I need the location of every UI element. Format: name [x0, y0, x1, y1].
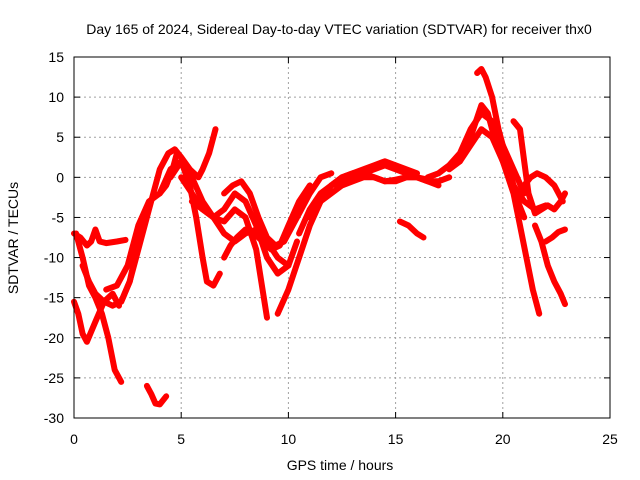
x-tick-label: 25 — [602, 431, 618, 447]
y-tick-label: 10 — [48, 89, 64, 105]
plot-frame — [73, 56, 611, 419]
series-arc-11 — [188, 190, 300, 277]
series-arc-02 — [71, 290, 122, 345]
x-tick-label: 20 — [495, 431, 511, 447]
series-arc-17 — [328, 170, 442, 189]
x-tick-label: 10 — [281, 431, 297, 447]
x-tick-label: 5 — [177, 431, 185, 447]
y-tick-label: -20 — [44, 330, 64, 346]
y-tick-label: 5 — [56, 129, 64, 145]
series-arc-01 — [71, 226, 129, 249]
series-arc-23 — [510, 118, 568, 217]
series-arc-18 — [396, 218, 427, 241]
data-series — [71, 66, 568, 408]
series-arc-06 — [143, 382, 170, 408]
y-tick-label: -25 — [44, 370, 64, 386]
series-arc-22 — [474, 66, 528, 221]
y-axis-label: SDTVAR / TECUs — [5, 182, 21, 294]
x-axis-label: GPS time / hours — [287, 457, 394, 473]
chart-title: Day 165 of 2024, Sidereal Day-to-day VTE… — [86, 21, 592, 37]
series-arc-24 — [521, 170, 566, 205]
series-arc-13 — [221, 170, 335, 249]
series-arc-21 — [456, 126, 543, 317]
series-arc-12 — [221, 182, 313, 261]
axis-ticks: 0 5 10 15 20 25 -30 -25 -20 -15 -10 -5 0 5 10 15 — [44, 49, 618, 447]
series-arc-15 — [296, 158, 420, 237]
x-tick-label: 0 — [70, 431, 78, 447]
y-tick-label: -10 — [44, 250, 64, 266]
y-tick-label: -30 — [44, 410, 64, 426]
series-arc-26 — [542, 226, 568, 245]
series-arc-14 — [274, 162, 431, 317]
y-tick-label: 0 — [56, 169, 64, 185]
series-arc-25 — [532, 222, 568, 308]
series-arc-07 — [118, 126, 219, 305]
grid-lines — [74, 57, 610, 418]
series-arc-03 — [73, 230, 125, 385]
x-tick-label: 15 — [388, 431, 404, 447]
y-tick-label: 15 — [48, 49, 64, 65]
y-tick-label: -15 — [44, 290, 64, 306]
y-tick-label: -5 — [52, 209, 65, 225]
